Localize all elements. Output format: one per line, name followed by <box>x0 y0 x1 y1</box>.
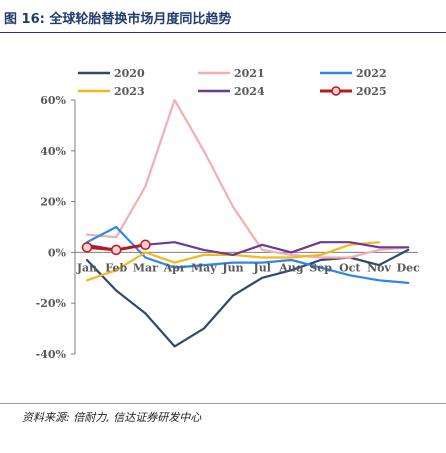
line-chart: 60% 40% 20% 0% -20% -40% Jan Feb Mar Apr May Jun Jul… <box>0 36 446 400</box>
series-line-2021 <box>85 98 410 259</box>
x-tick-label: Nov <box>367 261 391 274</box>
y-tick-label: 20% <box>40 196 66 209</box>
y-tick-label: -20% <box>36 297 67 310</box>
x-tick-label: Jul <box>253 261 271 274</box>
legend-marker-2025 <box>331 86 341 96</box>
x-tick-label: Mar <box>133 261 158 274</box>
legend-label-2025: 2025 <box>356 85 387 98</box>
y-tick-label: 60% <box>40 94 66 107</box>
x-tick-label: Aug <box>278 261 304 274</box>
legend-label-2022: 2022 <box>356 67 387 80</box>
x-tick-label: Jun <box>221 261 243 274</box>
x-tick-label: May <box>191 261 217 274</box>
legend-label-2023: 2023 <box>114 85 145 98</box>
x-tick-label: Feb <box>105 261 127 274</box>
series-line-2022 <box>85 225 410 284</box>
series-line-2024 <box>85 241 410 256</box>
x-tick-label: Dec <box>397 261 421 274</box>
y-tick-label: 0% <box>48 246 67 259</box>
legend-label-2024: 2024 <box>234 85 265 98</box>
series-point-2025 <box>140 239 151 251</box>
legend-label-2021: 2021 <box>234 67 265 80</box>
source-divider <box>0 403 446 404</box>
series-point-2025 <box>81 242 93 253</box>
figure-title: 图 16: 全球轮胎替换市场月度同比趋势 <box>4 12 232 27</box>
chart-svg: 60% 40% 20% 0% -20% -40% Jan Feb Mar Apr May Jun Jul… <box>36 67 421 361</box>
x-tick-label: Jan <box>76 261 97 274</box>
series-point-2025 <box>110 244 122 256</box>
source-note: 资料来源: 倍耐力, 信达证券研发中心 <box>22 411 202 424</box>
x-tick-label: Oct <box>339 261 361 274</box>
y-tick-label: -40% <box>36 348 67 361</box>
y-tick-label: 40% <box>40 145 66 158</box>
x-tick-label: Sep <box>309 261 332 274</box>
x-tick-label: Apr <box>163 261 186 274</box>
legend-label-2020: 2020 <box>114 67 145 80</box>
series-line-2020 <box>85 248 410 348</box>
title-divider <box>0 32 446 33</box>
